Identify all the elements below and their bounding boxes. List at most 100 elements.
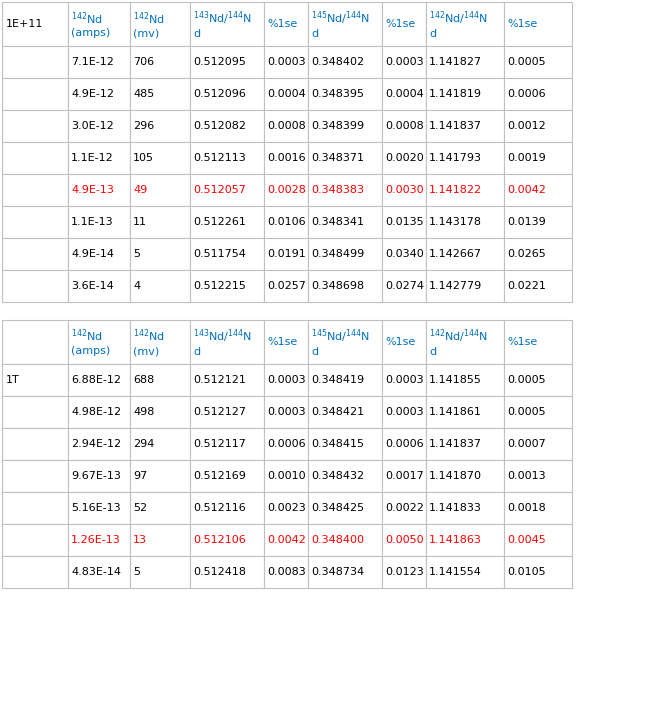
Bar <box>130 492 190 524</box>
Text: 1.1E-13: 1.1E-13 <box>71 217 114 227</box>
Bar <box>504 524 572 556</box>
Bar <box>190 238 264 270</box>
Bar <box>130 238 190 270</box>
Bar <box>2 492 68 524</box>
Bar <box>308 238 382 270</box>
Bar <box>68 2 130 46</box>
Text: 52: 52 <box>133 503 147 513</box>
Text: 0.0045: 0.0045 <box>507 535 546 545</box>
Text: 0.348341: 0.348341 <box>311 217 364 227</box>
Bar <box>382 238 426 270</box>
Text: 0.512096: 0.512096 <box>193 89 246 99</box>
Bar <box>68 142 130 174</box>
Bar <box>426 460 504 492</box>
Text: 0.0003: 0.0003 <box>385 57 424 67</box>
Bar <box>308 492 382 524</box>
Text: 11: 11 <box>133 217 147 227</box>
Text: 0.348415: 0.348415 <box>311 439 364 449</box>
Text: $^{142}$Nd
(mv): $^{142}$Nd (mv) <box>133 328 165 356</box>
Text: 0.0005: 0.0005 <box>507 407 546 417</box>
Bar <box>2 364 68 396</box>
Bar <box>68 396 130 428</box>
Text: 0.0265: 0.0265 <box>507 249 546 259</box>
Text: 1.26E-13: 1.26E-13 <box>71 535 121 545</box>
Text: 0.0003: 0.0003 <box>267 407 306 417</box>
Text: 0.0003: 0.0003 <box>385 375 424 385</box>
Bar <box>68 556 130 588</box>
Text: $^{142}$Nd/$^{144}$N
d: $^{142}$Nd/$^{144}$N d <box>429 9 488 39</box>
Text: 0.0017: 0.0017 <box>385 471 424 481</box>
Bar <box>130 524 190 556</box>
Bar <box>504 2 572 46</box>
Text: 0.0012: 0.0012 <box>507 121 546 131</box>
Text: 0.348419: 0.348419 <box>311 375 364 385</box>
Text: 1.143178: 1.143178 <box>429 217 482 227</box>
Bar <box>68 78 130 110</box>
Text: 0.512113: 0.512113 <box>193 153 245 163</box>
Bar <box>68 174 130 206</box>
Text: $^{143}$Nd/$^{144}$N
d: $^{143}$Nd/$^{144}$N d <box>193 9 252 39</box>
Text: 0.348432: 0.348432 <box>311 471 364 481</box>
Text: 0.348395: 0.348395 <box>311 89 364 99</box>
Text: 0.0018: 0.0018 <box>507 503 546 513</box>
Bar <box>504 270 572 302</box>
Text: %1se: %1se <box>385 19 415 29</box>
Text: 0.511754: 0.511754 <box>193 249 246 259</box>
Text: 0.0083: 0.0083 <box>267 567 306 577</box>
Text: 498: 498 <box>133 407 154 417</box>
Bar <box>426 320 504 364</box>
Text: 0.0042: 0.0042 <box>267 535 306 545</box>
Text: 0.0022: 0.0022 <box>385 503 424 513</box>
Text: 1.142667: 1.142667 <box>429 249 482 259</box>
Text: 0.0003: 0.0003 <box>267 375 306 385</box>
Text: 0.348383: 0.348383 <box>311 185 364 195</box>
Text: 0.0135: 0.0135 <box>385 217 424 227</box>
Text: 0.348399: 0.348399 <box>311 121 364 131</box>
Bar <box>426 238 504 270</box>
Bar <box>130 46 190 78</box>
Bar <box>264 428 308 460</box>
Bar <box>382 460 426 492</box>
Bar <box>68 364 130 396</box>
Bar <box>190 142 264 174</box>
Bar <box>2 142 68 174</box>
Bar <box>2 524 68 556</box>
Text: 1T: 1T <box>6 375 20 385</box>
Bar <box>2 320 68 364</box>
Text: 0.0003: 0.0003 <box>267 57 306 67</box>
Bar <box>190 460 264 492</box>
Text: 0.0020: 0.0020 <box>385 153 424 163</box>
Text: 688: 688 <box>133 375 154 385</box>
Text: 4.98E-12: 4.98E-12 <box>71 407 121 417</box>
Bar <box>308 524 382 556</box>
Text: 1.141833: 1.141833 <box>429 503 482 513</box>
Text: 0.0005: 0.0005 <box>507 57 546 67</box>
Bar <box>2 110 68 142</box>
Bar <box>68 492 130 524</box>
Text: 0.0023: 0.0023 <box>267 503 306 513</box>
Bar <box>382 206 426 238</box>
Text: 0.512095: 0.512095 <box>193 57 246 67</box>
Bar <box>382 142 426 174</box>
Bar <box>504 320 572 364</box>
Bar <box>190 492 264 524</box>
Bar <box>2 78 68 110</box>
Bar <box>2 428 68 460</box>
Bar <box>504 396 572 428</box>
Bar <box>308 110 382 142</box>
Text: $^{143}$Nd/$^{144}$N
d: $^{143}$Nd/$^{144}$N d <box>193 327 252 357</box>
Text: 5: 5 <box>133 249 140 259</box>
Bar <box>130 174 190 206</box>
Text: 1.141870: 1.141870 <box>429 471 482 481</box>
Bar <box>426 142 504 174</box>
Bar <box>382 78 426 110</box>
Bar <box>2 556 68 588</box>
Bar <box>130 320 190 364</box>
Text: %1se: %1se <box>507 19 537 29</box>
Bar <box>382 320 426 364</box>
Bar <box>190 428 264 460</box>
Text: %1se: %1se <box>385 337 415 347</box>
Bar <box>130 2 190 46</box>
Bar <box>130 110 190 142</box>
Text: 0.0106: 0.0106 <box>267 217 306 227</box>
